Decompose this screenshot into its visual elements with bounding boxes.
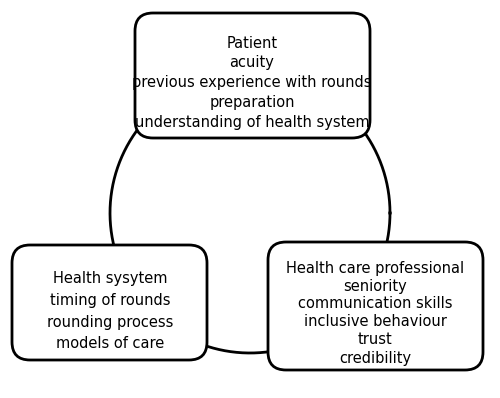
- Text: rounding process: rounding process: [47, 314, 173, 330]
- FancyBboxPatch shape: [268, 242, 483, 370]
- FancyBboxPatch shape: [12, 245, 207, 360]
- Text: timing of rounds: timing of rounds: [50, 293, 170, 308]
- Text: models of care: models of care: [56, 336, 164, 351]
- Text: Health care professional: Health care professional: [286, 261, 464, 275]
- Text: acuity: acuity: [230, 55, 274, 70]
- Text: inclusive behaviour: inclusive behaviour: [304, 314, 446, 330]
- Text: understanding of health system: understanding of health system: [134, 115, 370, 131]
- Text: trust: trust: [358, 332, 392, 347]
- Text: seniority: seniority: [343, 279, 407, 293]
- Text: communication skills: communication skills: [298, 297, 452, 312]
- Text: previous experience with rounds: previous experience with rounds: [132, 76, 372, 90]
- Text: Health sysytem: Health sysytem: [53, 271, 167, 285]
- FancyBboxPatch shape: [135, 13, 370, 138]
- Text: Patient: Patient: [226, 35, 278, 51]
- Text: preparation: preparation: [209, 96, 295, 111]
- Text: credibility: credibility: [339, 351, 411, 365]
